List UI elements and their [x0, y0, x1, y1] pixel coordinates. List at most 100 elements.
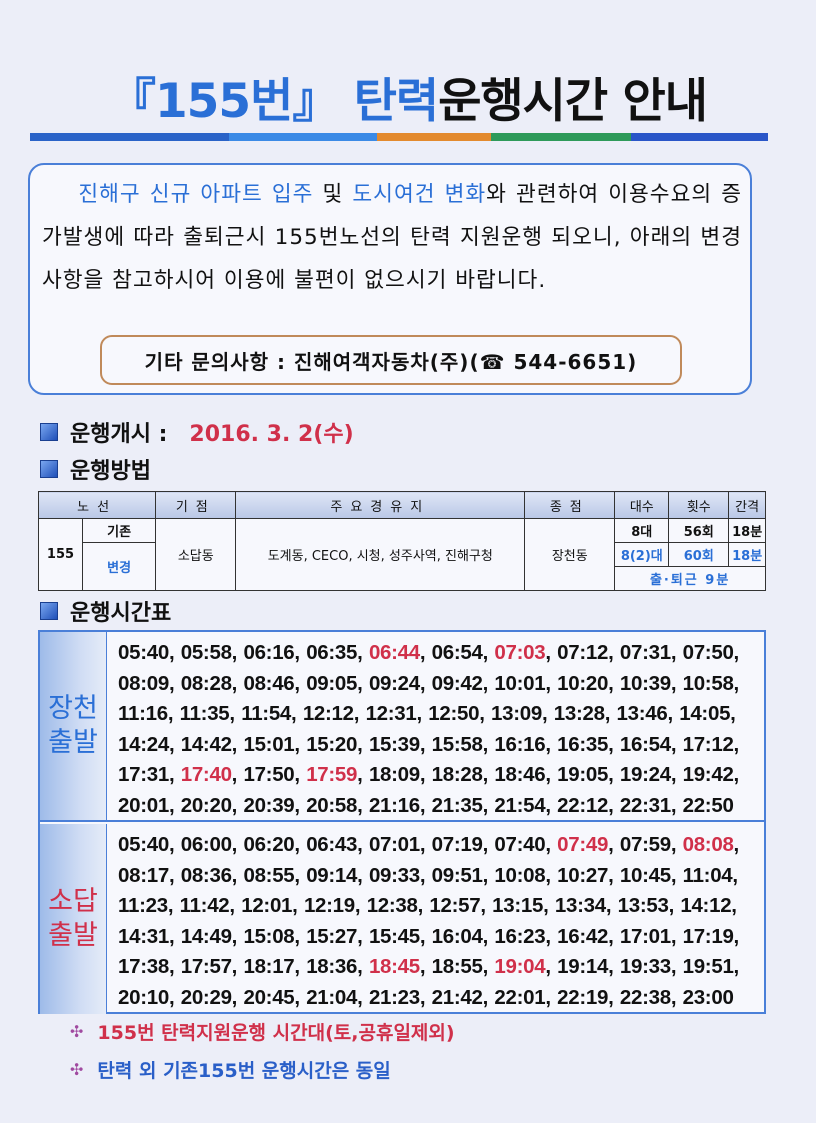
- departure-time: 14:42: [180, 732, 232, 756]
- departure-time: 15:20: [306, 732, 358, 756]
- departure-time: 18:55: [431, 955, 483, 978]
- departure-time: 11:42: [179, 894, 230, 917]
- clover-bullet-icon: ✣: [70, 1060, 84, 1079]
- section-method: 운행방법: [40, 453, 151, 485]
- timetable: 장천 출발 05:40, 05:58, 06:16, 06:35, 06:44, …: [38, 630, 766, 1014]
- departure-time: 13:15: [492, 894, 544, 917]
- departure-time: 06:35: [306, 641, 358, 664]
- departure-time: 08:17: [118, 863, 169, 887]
- departure-time: 11:54: [241, 702, 292, 725]
- departure-time: 18:28: [431, 763, 483, 786]
- section-timetable: 운행시간표: [40, 595, 171, 627]
- departure-time: 07:50: [682, 641, 734, 664]
- departure-time: 19:51: [682, 955, 734, 978]
- origin-label: 장천 출발: [40, 632, 107, 820]
- departure-time: 05:40: [118, 833, 169, 856]
- departure-time: 13:34: [554, 894, 606, 917]
- departure-time: 22:12: [557, 793, 609, 817]
- departure-time: 09:24: [368, 671, 420, 695]
- departure-time: 17:12: [682, 732, 734, 756]
- departure-time: 06:44: [368, 641, 420, 664]
- departure-time: 18:45: [368, 955, 420, 978]
- departure-time: 08:28: [180, 671, 232, 695]
- departure-time: 14:12: [680, 894, 732, 917]
- departure-time: 12:31: [365, 702, 417, 725]
- departure-time: 19:14: [557, 955, 609, 978]
- departure-time: 17:01: [619, 924, 671, 948]
- departure-time: 21:04: [306, 985, 358, 1009]
- note-item: ✣ 155번 탄력지원운행 시간대(토,공휴일제외): [70, 1022, 455, 1044]
- departure-time: 12:50: [428, 702, 480, 725]
- departure-time: 20:39: [243, 793, 295, 817]
- square-bullet-icon: [40, 423, 58, 441]
- departure-time: 21:42: [431, 985, 483, 1009]
- departure-time: 22:19: [557, 985, 609, 1009]
- departure-time: 16:23: [494, 924, 546, 948]
- departure-time: 12:38: [366, 894, 418, 917]
- departure-time: 15:45: [368, 924, 420, 948]
- departure-time: 11:23: [118, 894, 168, 917]
- departure-time: 10:27: [557, 863, 609, 887]
- departure-time: 13:28: [553, 702, 605, 725]
- departure-time: 20:20: [180, 793, 232, 817]
- departure-time: 07:40: [494, 833, 546, 856]
- contact-info: 기타 문의사항 : 진해여객자동차(주)(☎ 544-6651): [100, 335, 682, 385]
- origin-label: 소답 출발: [40, 824, 107, 1014]
- departure-time: 14:31: [118, 924, 169, 948]
- departure-time: 07:31: [619, 641, 671, 664]
- departure-time: 19:05: [557, 763, 609, 786]
- departure-time: 10:45: [619, 863, 671, 887]
- departure-time: 06:16: [243, 641, 295, 664]
- departure-time: 15:58: [431, 732, 483, 756]
- departure-time: 15:39: [368, 732, 420, 756]
- departure-time: 20:10: [118, 985, 169, 1009]
- departure-time: 07:01: [368, 833, 420, 856]
- departure-time: 20:29: [180, 985, 232, 1009]
- timetable-block-sodap: 소답 출발 05:40, 06:00, 06:20, 06:43, 07:01, …: [40, 824, 764, 1014]
- departure-time: 14:05: [679, 702, 731, 725]
- departure-time: 10:08: [494, 863, 546, 887]
- departure-time: 21:54: [494, 793, 546, 817]
- departure-time: 06:00: [180, 833, 232, 856]
- departure-time: 09:33: [368, 863, 420, 887]
- section-start-date: 운행개시 :2016. 3. 2(수): [40, 416, 354, 448]
- departure-time: 09:14: [306, 863, 358, 887]
- departure-time: 07:19: [431, 833, 483, 856]
- departure-time: 20:58: [306, 793, 358, 817]
- departure-time: 11:16: [118, 702, 168, 725]
- departure-time: 08:55: [243, 863, 295, 887]
- departure-time: 12:19: [303, 894, 355, 917]
- departure-time: 18:36: [306, 955, 358, 978]
- departure-time: 05:40: [118, 641, 169, 664]
- table-row: 변경 8(2)대 60회 18분: [39, 542, 766, 591]
- departure-time: 23:00: [682, 985, 734, 1009]
- departure-time: 17:40: [180, 763, 232, 786]
- departure-time: 05:58: [180, 641, 232, 664]
- departure-time: 16:54: [619, 732, 671, 756]
- departure-time: 06:20: [243, 833, 295, 856]
- departure-time: 16:42: [557, 924, 609, 948]
- departure-time: 12:12: [302, 702, 354, 725]
- departure-time: 06:54: [431, 641, 483, 664]
- departure-time: 07:03: [494, 641, 546, 664]
- departure-time: 14:24: [118, 732, 169, 756]
- departure-time: 12:57: [429, 894, 481, 917]
- timetable-block-jangcheon: 장천 출발 05:40, 05:58, 06:16, 06:35, 06:44, …: [40, 632, 764, 822]
- departure-times: 05:40, 05:58, 06:16, 06:35, 06:44, 06:54…: [118, 641, 739, 817]
- departure-time: 07:12: [557, 641, 609, 664]
- note-item: ✣ 탄력 외 기존155번 운행시간은 동일: [70, 1060, 391, 1082]
- departure-time: 18:46: [494, 763, 546, 786]
- departure-time: 18:09: [368, 763, 420, 786]
- departure-time: 17:31: [118, 763, 169, 786]
- departure-time: 18:17: [243, 955, 295, 978]
- departure-time: 08:09: [118, 671, 169, 695]
- square-bullet-icon: [40, 460, 58, 478]
- departure-time: 12:01: [241, 894, 293, 917]
- departure-time: 08:08: [682, 833, 734, 856]
- departure-time: 09:42: [431, 671, 483, 695]
- page-title: 『155번』 탄력운행시간 안내: [108, 74, 708, 129]
- departure-time: 10:20: [557, 671, 609, 695]
- departure-times: 05:40, 06:00, 06:20, 06:43, 07:01, 07:19…: [118, 833, 739, 1009]
- departure-time: 08:36: [180, 863, 232, 887]
- route-table: 노선 기점 주요경유지 종점 대수 횟수 간격 155 기존 소답동 도계동, …: [37, 491, 766, 591]
